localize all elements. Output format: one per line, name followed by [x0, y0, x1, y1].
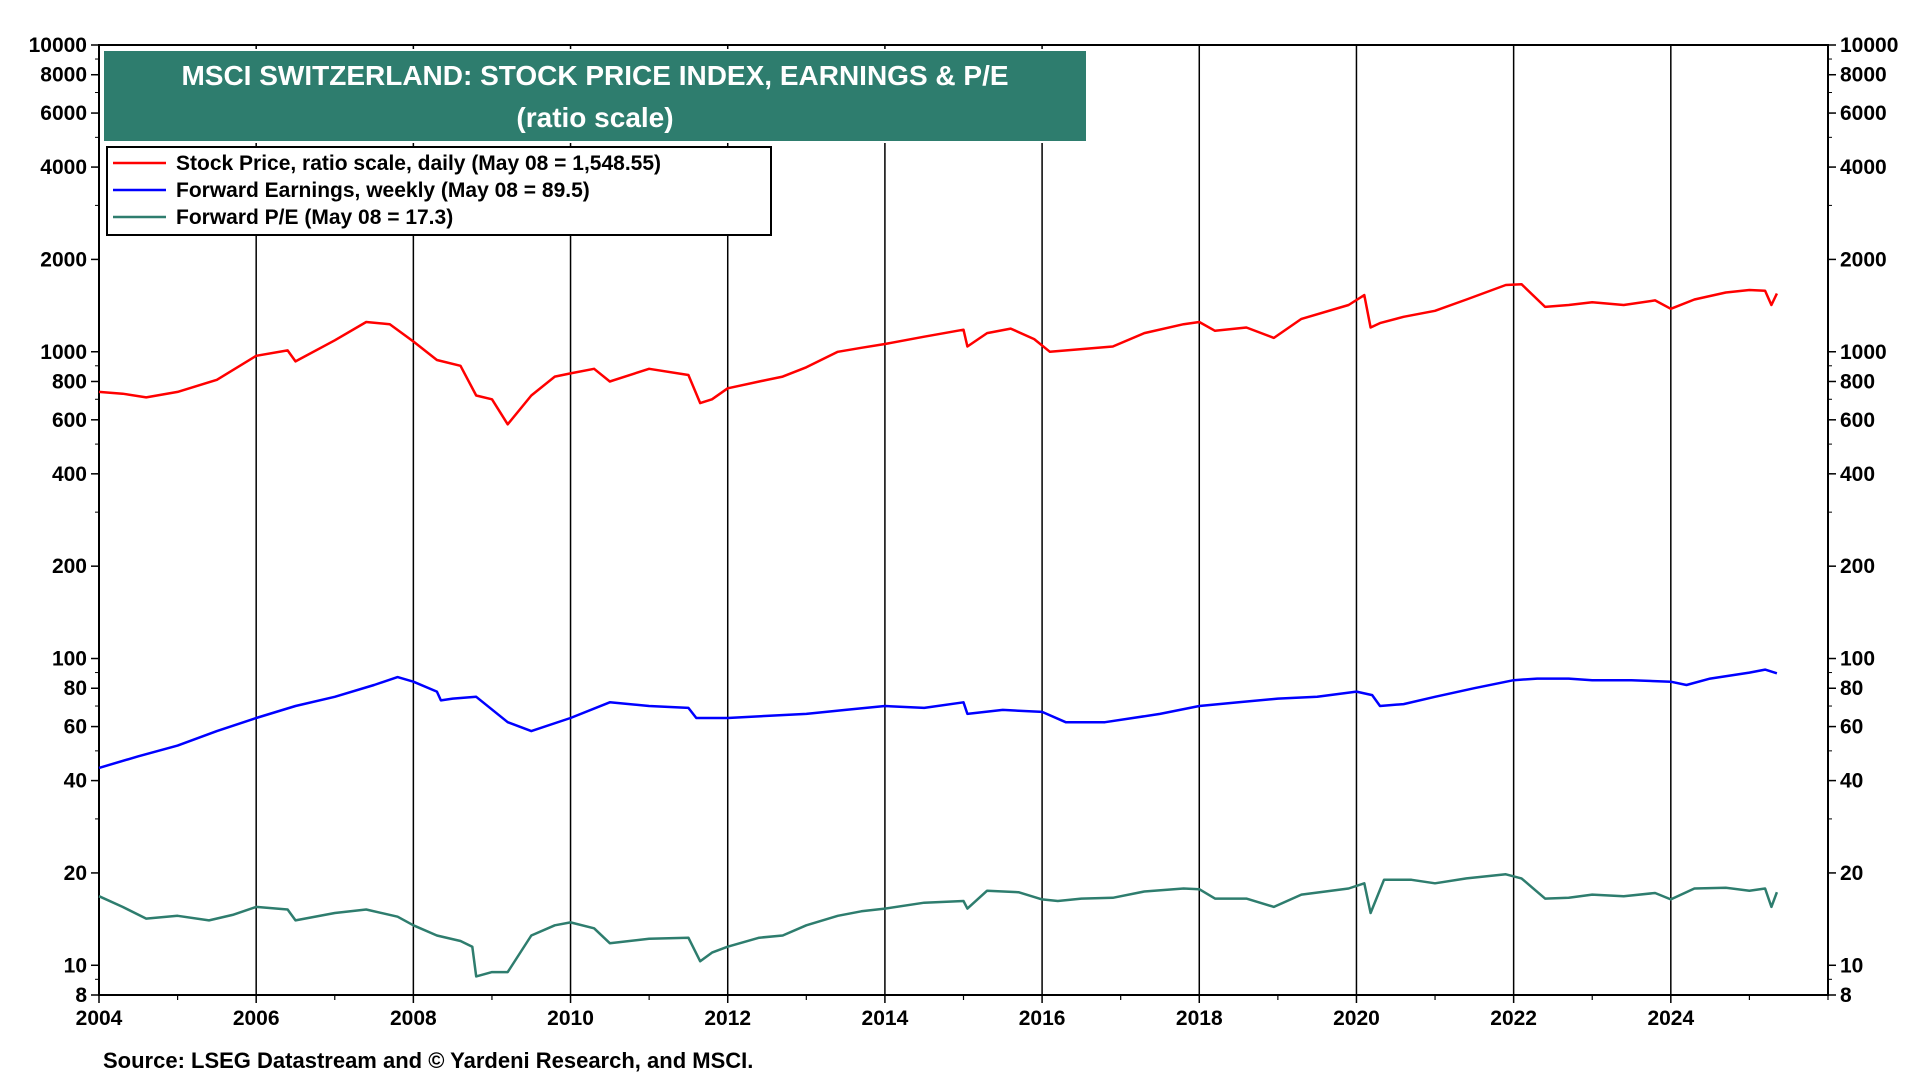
y-tick-label-right: 800: [1840, 370, 1875, 393]
x-tick-label: 2006: [233, 1007, 280, 1030]
series-line-2: [98, 668, 1778, 770]
y-tick-label-right: 20: [1840, 862, 1863, 885]
x-tick-label: 2012: [704, 1007, 751, 1030]
y-tick-label-left: 6000: [40, 102, 87, 125]
y-tick-label-left: 100: [52, 648, 87, 671]
y-tick-label-right: 100: [1840, 648, 1875, 671]
y-tick-label-right: 600: [1840, 409, 1875, 432]
legend-label-1: Stock Price, ratio scale, daily (May 08 …: [176, 152, 661, 175]
y-tick-label-right: 6000: [1840, 102, 1887, 125]
chart-title: MSCI SWITZERLAND: STOCK PRICE INDEX, EAR…: [181, 60, 1008, 91]
series-line-3: [98, 873, 1779, 978]
x-tick-label: 2016: [1019, 1007, 1066, 1030]
y-tick-label-left: 4000: [40, 156, 87, 179]
y-tick-label-left: 10000: [29, 34, 87, 57]
legend-box: [106, 146, 772, 236]
y-tick-label-left: 600: [52, 409, 87, 432]
y-tick-label-right: 8: [1840, 984, 1852, 1007]
y-tick-label-right: 10: [1840, 954, 1863, 977]
y-tick-label-right: 400: [1840, 463, 1875, 486]
x-tick-label: 2008: [390, 1007, 437, 1030]
y-tick-label-left: 40: [64, 770, 87, 793]
y-tick-label-left: 20: [64, 862, 87, 885]
legend: Stock Price, ratio scale, daily (May 08 …: [106, 146, 772, 236]
x-tick-label: 2022: [1490, 1007, 1537, 1030]
y-tick-label-left: 400: [52, 463, 87, 486]
source-note: Source: LSEG Datastream and © Yardeni Re…: [103, 1048, 753, 1073]
chart-subtitle: (ratio scale): [516, 102, 673, 133]
y-tick-label-right: 2000: [1840, 248, 1887, 271]
y-tick-label-right: 4000: [1840, 156, 1887, 179]
y-tick-label-left: 2000: [40, 248, 87, 271]
y-tick-label-left: 10: [64, 954, 87, 977]
legend-label-3: Forward P/E (May 08 = 17.3): [176, 206, 453, 229]
x-tick-label: 2010: [547, 1007, 594, 1030]
x-tick-label: 2004: [76, 1007, 123, 1030]
y-tick-label-right: 80: [1840, 677, 1863, 700]
y-tick-label-right: 60: [1840, 716, 1863, 739]
x-tick-label: 2024: [1647, 1007, 1694, 1030]
y-axis-left: 8 10 20 40 60 80 100 200 400 600 800 1000 2000 4000 60…: [29, 34, 99, 1007]
y-tick-label-right: 8000: [1840, 64, 1887, 87]
y-axis-right: 8 10 20 40 60 80 100 200 400 600 800 1000 2000 4000 60…: [1828, 34, 1898, 1007]
y-tick-label-right: 200: [1840, 555, 1875, 578]
x-axis: 2004 2006 2008 2010 2012 2014 2016 2018 2020 2022…: [76, 995, 1829, 1030]
x-tick-label: 2018: [1176, 1007, 1223, 1030]
y-tick-label-left: 60: [64, 716, 87, 739]
series-line-1: [98, 282, 1779, 426]
y-tick-label-left: 8: [75, 984, 87, 1007]
title-box: MSCI SWITZERLAND: STOCK PRICE INDEX, EAR…: [102, 49, 1088, 143]
y-tick-label-left: 1000: [40, 341, 87, 364]
y-tick-label-left: 200: [52, 555, 87, 578]
y-tick-label-right: 1000: [1840, 341, 1887, 364]
y-tick-label-left: 8000: [40, 64, 87, 87]
title-background: [102, 49, 1088, 143]
legend-label-2: Forward Earnings, weekly (May 08 = 89.5): [176, 179, 590, 202]
y-tick-label-right: 40: [1840, 770, 1863, 793]
y-tick-label-left: 80: [64, 677, 87, 700]
y-tick-label-left: 800: [52, 370, 87, 393]
x-tick-label: 2020: [1333, 1007, 1380, 1030]
series-lines: [98, 282, 1779, 978]
x-tick-label: 2014: [862, 1007, 909, 1030]
y-tick-label-right: 10000: [1840, 34, 1898, 57]
